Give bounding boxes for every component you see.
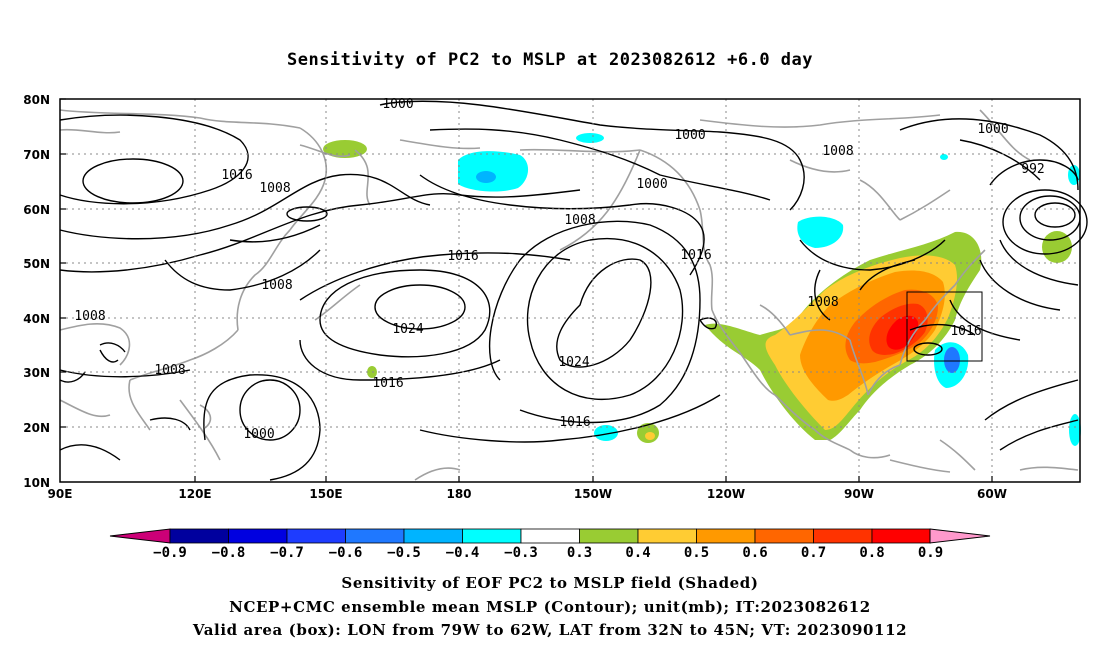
lat-label: 20N (23, 421, 50, 435)
contour-label: 1008 (261, 278, 292, 293)
caption-line-3: Valid area (box): LON from 79W to 62W, L… (192, 621, 908, 639)
colorbar-label: −0.6 (329, 545, 363, 561)
contour-label: 1000 (243, 427, 274, 442)
lat-label: 70N (23, 148, 50, 162)
contour-label: 992 (1021, 162, 1044, 177)
lon-label: 60W (977, 487, 1007, 501)
contour-label: 1024 (558, 355, 589, 370)
contour-label: 1008 (564, 213, 595, 228)
lon-label: 120W (707, 487, 745, 501)
colorbar-label: 0.3 (567, 545, 592, 561)
axis-ticks (60, 98, 993, 482)
contour-label: 1008 (74, 309, 105, 324)
green-patch (1042, 231, 1072, 263)
contour-label: 1000 (977, 122, 1008, 137)
contour-label: 1000 (382, 97, 413, 112)
grid-lines (60, 99, 1080, 482)
contour-labels: 1000 1000 1000 1000 1000 992 1008 1008 1… (74, 97, 1044, 442)
lon-label: 90E (48, 487, 73, 501)
lat-label: 30N (23, 366, 50, 380)
red-region (886, 315, 919, 350)
cyan-patch (1069, 414, 1081, 446)
lon-label: 150E (309, 487, 342, 501)
cyan-region (797, 216, 844, 248)
yellow-patch (645, 432, 655, 440)
lat-labels: 80N 70N 60N 50N 40N 30N 20N 10N (23, 93, 50, 490)
colorbar-label: −0.7 (270, 545, 304, 561)
cyan-patch (576, 133, 604, 143)
lon-label: 150W (574, 487, 612, 501)
caption-line-2: NCEP+CMC ensemble mean MSLP (Contour); u… (229, 598, 871, 616)
colorbar-cell (462, 528, 522, 544)
lon-label: 120E (178, 487, 211, 501)
blue-patch (944, 347, 960, 373)
contour-label: 1008 (154, 363, 185, 378)
colorbar-cell (696, 528, 756, 544)
colorbar-label: −0.3 (504, 545, 538, 561)
contour-label: 1008 (259, 181, 290, 196)
colorbar-cell (579, 528, 639, 544)
lat-label: 80N (23, 93, 50, 107)
lat-label: 60N (23, 203, 50, 217)
colorbar-cell (754, 528, 814, 544)
cyan-patch (940, 154, 948, 160)
colorbar-cell (520, 528, 580, 544)
sensitivity-shading (323, 133, 1081, 446)
colorbar-left-triangle (109, 528, 171, 544)
valid-area-box (906, 291, 983, 362)
colorbar-label: −0.5 (387, 545, 421, 561)
contour-label: 1024 (392, 322, 423, 337)
colorbar-cell (813, 528, 873, 544)
colorbar-cell (345, 528, 405, 544)
blue-patch (476, 171, 496, 183)
colorbar-label: 0.7 (801, 545, 826, 561)
contour-label: 1016 (372, 376, 403, 391)
colorbar-cell (637, 528, 697, 544)
colorbar-cell (403, 528, 463, 544)
colorbar-label: 0.5 (684, 545, 709, 561)
lon-label: 180 (446, 487, 471, 501)
colorbar-cell (286, 528, 346, 544)
lon-labels: 90E 120E 150E 180 150W 120W 90W 60W (48, 487, 1007, 501)
contour-label: 1016 (559, 415, 590, 430)
colorbar-cell (169, 528, 229, 544)
colorbar-cell (871, 528, 931, 544)
lat-label: 10N (23, 476, 50, 490)
contour-label: 1016 (680, 248, 711, 263)
lon-label: 90W (844, 487, 874, 501)
colorbar: −0.9 −0.8 −0.7 −0.6 −0.5 −0.4 −0.3 0.3 0.4 0.5 0.6… (109, 528, 991, 561)
contour-label: 1000 (674, 128, 705, 143)
cyan-patch (594, 425, 618, 441)
colorbar-label: 0.6 (742, 545, 767, 561)
contour-label: 1016 (447, 249, 478, 264)
contour-label: 1008 (807, 295, 838, 310)
mslp-contours (59, 100, 1088, 481)
caption-line-1: Sensitivity of EOF PC2 to MSLP field (Sh… (341, 574, 759, 592)
colorbar-label: 0.9 (918, 545, 943, 561)
colorbar-label: 0.4 (625, 545, 650, 561)
contour-label: 1016 (950, 324, 981, 339)
lat-label: 40N (23, 312, 50, 326)
colorbar-label: −0.8 (212, 545, 246, 561)
colorbar-right-triangle (929, 528, 991, 544)
colorbar-label: −0.9 (153, 545, 187, 561)
contour-label: 1000 (636, 177, 667, 192)
cyan-region (458, 151, 529, 192)
colorbar-label: −0.4 (446, 545, 480, 561)
lat-label: 50N (23, 257, 50, 271)
colorbar-label: 0.8 (859, 545, 884, 561)
contour-label: 1008 (822, 144, 853, 159)
colorbar-cell (228, 528, 288, 544)
coastlines (59, 109, 1079, 481)
contour-label: 1016 (221, 168, 252, 183)
chart-title: Sensitivity of PC2 to MSLP at 2023082612… (286, 50, 813, 70)
map-frame (59, 98, 1081, 483)
